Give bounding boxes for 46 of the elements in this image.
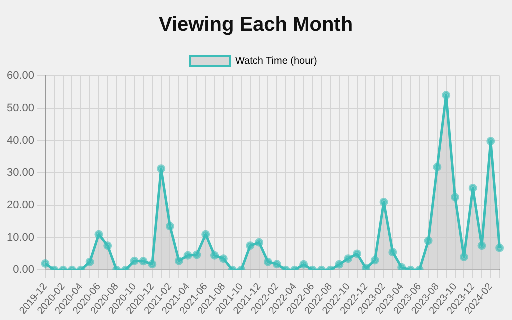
point bbox=[335, 260, 344, 269]
point bbox=[300, 260, 308, 269]
point bbox=[442, 91, 451, 100]
legend-label: Watch Time (hour) bbox=[235, 56, 318, 67]
point bbox=[344, 254, 353, 264]
point bbox=[104, 242, 112, 250]
point bbox=[202, 230, 210, 239]
point bbox=[86, 258, 94, 266]
point bbox=[362, 264, 370, 270]
point bbox=[148, 260, 157, 269]
point bbox=[157, 164, 166, 174]
point bbox=[478, 242, 486, 250]
point bbox=[388, 248, 398, 257]
point bbox=[184, 251, 192, 260]
y-tick-label: 60.00 bbox=[6, 70, 35, 82]
point bbox=[451, 193, 460, 202]
point bbox=[41, 259, 50, 268]
y-tick-label: 0.00 bbox=[13, 264, 35, 276]
point bbox=[139, 257, 148, 266]
y-tick-label: 30.00 bbox=[6, 167, 35, 180]
point bbox=[210, 251, 220, 260]
point bbox=[370, 256, 380, 265]
point bbox=[94, 230, 104, 239]
point bbox=[496, 244, 504, 252]
point bbox=[219, 254, 228, 264]
point bbox=[486, 137, 496, 146]
chart-title: Viewing Each Month bbox=[158, 13, 354, 38]
y-tick-label: 20.00 bbox=[6, 199, 35, 212]
y-tick-label: 10.00 bbox=[6, 232, 35, 244]
point bbox=[398, 263, 406, 270]
point bbox=[192, 250, 202, 260]
point bbox=[166, 222, 174, 231]
point bbox=[255, 238, 264, 247]
point bbox=[174, 256, 184, 266]
point bbox=[460, 252, 468, 262]
point bbox=[433, 163, 442, 172]
point bbox=[246, 242, 255, 250]
point bbox=[380, 198, 388, 206]
y-tick-label: 50.00 bbox=[6, 102, 35, 114]
point bbox=[130, 256, 139, 266]
point bbox=[353, 250, 362, 258]
point bbox=[264, 258, 272, 266]
y-tick-label: 40.00 bbox=[6, 134, 35, 147]
point bbox=[468, 184, 478, 193]
point bbox=[272, 260, 282, 269]
point bbox=[424, 236, 433, 246]
